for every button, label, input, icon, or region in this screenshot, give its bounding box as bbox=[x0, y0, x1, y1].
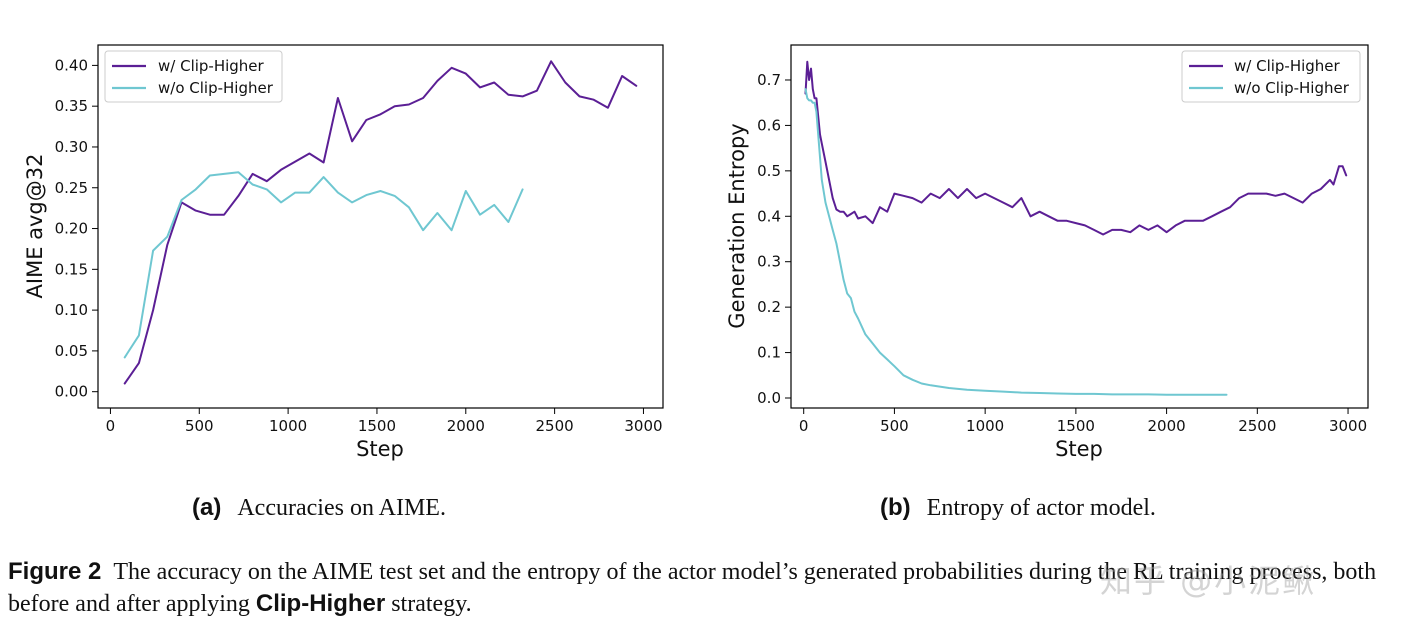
aime-accuracy-chart: 0 500 1000 1500 2000 2500 3000 0.00 0.05 0.10 0.15… bbox=[23, 44, 664, 461]
y-tick-label: 0.0 bbox=[757, 389, 781, 407]
x-tick-label: 500 bbox=[185, 417, 214, 435]
x-tick-label: 1000 bbox=[966, 417, 1004, 435]
legend-label-with-clip: w/ Clip-Higher bbox=[158, 57, 265, 75]
y-tick-label: 0.7 bbox=[757, 71, 781, 89]
figure-caption-text-2: strategy. bbox=[391, 591, 472, 617]
plot-frame bbox=[97, 44, 664, 409]
x-tick-label: 2000 bbox=[447, 417, 485, 435]
figure-caption-tag: Figure 2 bbox=[8, 558, 102, 585]
y-tick-label: 0.20 bbox=[55, 220, 88, 238]
x-tick-label: 2500 bbox=[536, 417, 574, 435]
x-tick-label: 1500 bbox=[358, 417, 396, 435]
x-axis-label: Step bbox=[1055, 437, 1103, 461]
subcaption-a-tag: (a) bbox=[192, 494, 222, 521]
y-tick-label: 0.1 bbox=[757, 344, 781, 362]
y-tick-label: 0.5 bbox=[757, 162, 781, 180]
y-tick-label: 0.35 bbox=[55, 97, 88, 115]
figure-caption: Figure 2 The accuracy on the AIME test se… bbox=[8, 556, 1398, 620]
y-tick-label: 0.3 bbox=[757, 253, 781, 271]
x-tick-label: 3000 bbox=[1329, 417, 1367, 435]
y-tick-label: 0.05 bbox=[55, 342, 88, 360]
figure-caption-bold-term: Clip-Higher bbox=[255, 590, 386, 617]
series-line-with-clip-higher bbox=[804, 60, 1348, 236]
y-axis-label: Generation Entropy bbox=[725, 123, 749, 328]
y-tick-label: 0.2 bbox=[757, 298, 781, 316]
x-tick-label: 0 bbox=[799, 417, 809, 435]
series-line-without-clip-higher bbox=[804, 88, 1228, 396]
x-tick-label: 2500 bbox=[1238, 417, 1276, 435]
subcaption-b: (b) Entropy of actor model. bbox=[880, 494, 1156, 522]
y-axis-label: AIME avg@32 bbox=[23, 154, 47, 299]
series-line-without-clip-higher bbox=[123, 171, 524, 359]
x-tick-label: 0 bbox=[106, 417, 116, 435]
entropy-chart: 0 500 1000 1500 2000 2500 3000 0.0 0.1 0.2 0.3 0.4 0… bbox=[725, 44, 1369, 461]
legend: w/ Clip-Higher w/o Clip-Higher bbox=[104, 50, 283, 103]
legend: w/ Clip-Higher w/o Clip-Higher bbox=[1181, 50, 1361, 103]
x-tick-label: 500 bbox=[880, 417, 909, 435]
subcaption-b-tag: (b) bbox=[880, 494, 911, 521]
legend-label-without-clip: w/o Clip-Higher bbox=[158, 79, 274, 97]
y-tick-label: 0.10 bbox=[55, 301, 88, 319]
y-tick-label: 0.15 bbox=[55, 260, 88, 278]
x-tick-label: 1500 bbox=[1057, 417, 1095, 435]
y-tick-label: 0.00 bbox=[55, 383, 88, 401]
x-tick-label: 3000 bbox=[624, 417, 662, 435]
y-tick-label: 0.30 bbox=[55, 138, 88, 156]
watermark: 知乎 @小泥鳅 bbox=[1100, 562, 1317, 600]
legend-label-without-clip: w/o Clip-Higher bbox=[1234, 79, 1350, 97]
x-axis-label: Step bbox=[356, 437, 404, 461]
y-tick-label: 0.4 bbox=[757, 207, 781, 225]
x-tick-label: 1000 bbox=[269, 417, 307, 435]
x-tick-label: 2000 bbox=[1148, 417, 1186, 435]
legend-label-with-clip: w/ Clip-Higher bbox=[1234, 57, 1341, 75]
subcaption-b-text: Entropy of actor model. bbox=[926, 495, 1156, 521]
y-tick-label: 0.40 bbox=[55, 56, 88, 74]
subcaption-a-text: Accuracies on AIME. bbox=[237, 495, 446, 521]
figure-caption-text-1: The accuracy on the AIME test set and th… bbox=[8, 559, 1377, 617]
series-line-with-clip-higher bbox=[123, 60, 638, 385]
subcaption-a: (a) Accuracies on AIME. bbox=[192, 494, 446, 522]
y-tick-label: 0.25 bbox=[55, 179, 88, 197]
y-tick-label: 0.6 bbox=[757, 116, 781, 134]
plot-frame bbox=[790, 44, 1369, 409]
